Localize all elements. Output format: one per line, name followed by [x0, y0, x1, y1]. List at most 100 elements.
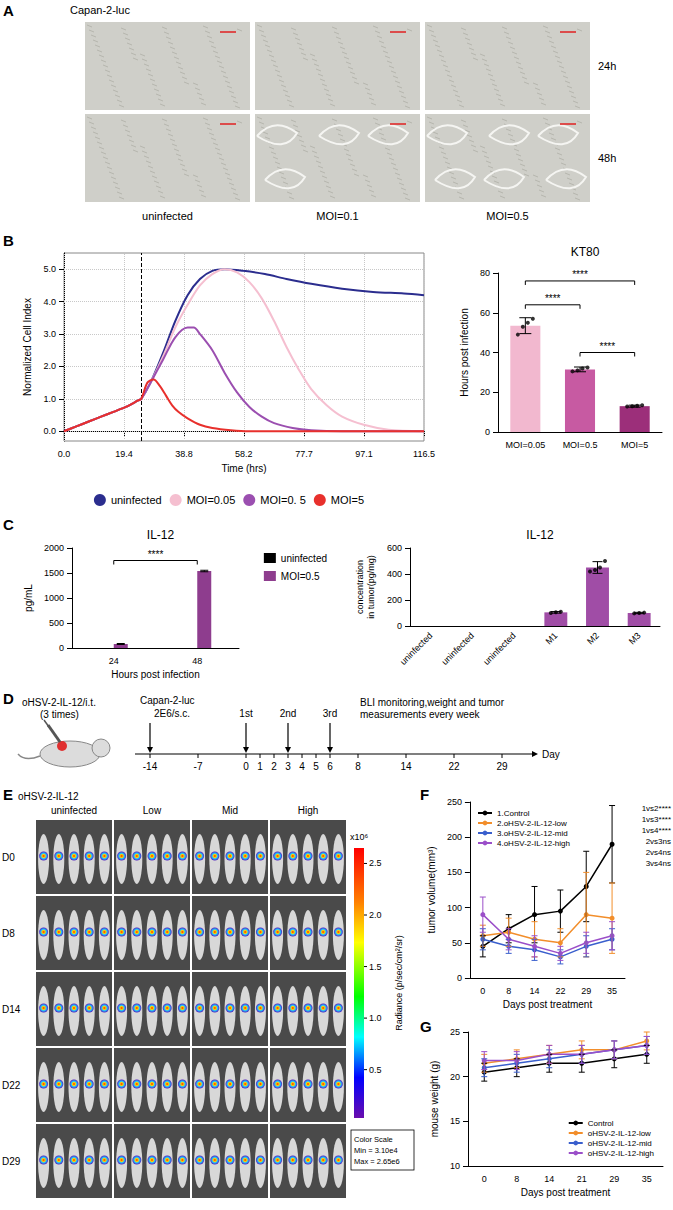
svg-text:2vs4ns: 2vs4ns: [646, 848, 671, 857]
svg-text:Color Scale: Color Scale: [354, 1135, 393, 1144]
svg-text:Hours post infection: Hours post infection: [111, 669, 199, 680]
svg-text:20: 20: [450, 1072, 460, 1082]
svg-text:19.4: 19.4: [115, 449, 133, 459]
svg-text:10: 10: [450, 1161, 460, 1171]
svg-text:4.0: 4.0: [43, 297, 56, 307]
svg-text:1st: 1st: [239, 708, 253, 719]
svg-text:500: 500: [49, 618, 64, 628]
svg-text:60: 60: [480, 308, 490, 318]
svg-text:MOI=0.1: MOI=0.1: [316, 210, 359, 222]
svg-text:uninfected: uninfected: [51, 805, 97, 816]
svg-text:29: 29: [581, 986, 591, 996]
svg-text:5: 5: [313, 761, 319, 772]
svg-text:29: 29: [609, 1174, 619, 1184]
svg-text:3.0: 3.0: [43, 329, 56, 339]
svg-text:pg/mL: pg/mL: [23, 584, 34, 612]
svg-text:29: 29: [496, 761, 508, 772]
svg-text:MOI=0.05: MOI=0.05: [187, 494, 236, 506]
svg-text:uninfected: uninfected: [440, 630, 476, 666]
svg-text:250: 250: [447, 797, 462, 807]
svg-text:D0: D0: [2, 852, 15, 863]
svg-text:measurements every week: measurements every week: [360, 709, 480, 720]
svg-text:tumor volume(mm³): tumor volume(mm³): [426, 846, 437, 933]
svg-text:0.5: 0.5: [369, 1065, 382, 1075]
svg-text:14: 14: [530, 986, 540, 996]
svg-text:2.oHSV-2-IL-12-low: 2.oHSV-2-IL-12-low: [497, 819, 567, 828]
svg-text:Low: Low: [143, 805, 162, 816]
svg-text:1: 1: [257, 761, 263, 772]
svg-text:0: 0: [457, 973, 462, 983]
svg-text:200: 200: [447, 832, 462, 842]
svg-text:14: 14: [544, 1174, 554, 1184]
svg-text:77.7: 77.7: [295, 449, 313, 459]
svg-text:MOI=0.5: MOI=0.5: [563, 440, 598, 450]
svg-text:8: 8: [514, 1174, 519, 1184]
svg-text:****: ****: [572, 269, 588, 280]
svg-text:0: 0: [397, 621, 402, 631]
svg-text:0: 0: [243, 761, 249, 772]
svg-text:1000: 1000: [44, 593, 64, 603]
svg-text:BLI monitoring,weight and tumo: BLI monitoring,weight and tumor: [360, 697, 505, 708]
svg-text:Hours post infection: Hours post infection: [459, 308, 470, 396]
svg-text:****: ****: [545, 293, 561, 304]
svg-text:4: 4: [299, 761, 305, 772]
svg-text:150: 150: [447, 867, 462, 877]
svg-text:Time (hrs): Time (hrs): [221, 463, 266, 474]
svg-text:48h: 48h: [598, 152, 616, 164]
svg-text:3vs4ns: 3vs4ns: [646, 859, 671, 868]
svg-text:MOI=0. 5: MOI=0. 5: [260, 494, 306, 506]
svg-text:21: 21: [577, 1174, 587, 1184]
svg-text:100: 100: [447, 903, 462, 913]
svg-text:oHSV-2-IL-12-low: oHSV-2-IL-12-low: [588, 1129, 651, 1138]
svg-text:1500: 1500: [44, 568, 64, 578]
svg-text:1.0: 1.0: [369, 1013, 382, 1023]
svg-text:1vs4****: 1vs4****: [642, 826, 671, 835]
svg-text:1.5: 1.5: [369, 962, 382, 972]
svg-text:14: 14: [400, 761, 412, 772]
svg-text:0.0: 0.0: [58, 449, 71, 459]
svg-text:22: 22: [555, 986, 565, 996]
svg-text:24h: 24h: [598, 60, 616, 72]
svg-text:MOI=0.5: MOI=0.5: [281, 571, 320, 582]
svg-text:0.0: 0.0: [43, 426, 56, 436]
svg-text:35: 35: [607, 986, 617, 996]
svg-text:22: 22: [448, 761, 460, 772]
svg-text:MOI=0.05: MOI=0.05: [505, 440, 545, 450]
svg-text:High: High: [298, 805, 319, 816]
svg-text:uninfected: uninfected: [111, 494, 162, 506]
svg-text:Control: Control: [588, 1119, 614, 1128]
svg-text:oHSV-2-IL-12-high: oHSV-2-IL-12-high: [588, 1149, 654, 1158]
svg-text:0: 0: [485, 427, 490, 437]
svg-text:1vs3****: 1vs3****: [642, 815, 671, 824]
svg-text:0: 0: [59, 643, 64, 653]
svg-text:0: 0: [480, 986, 485, 996]
svg-text:600: 600: [387, 543, 402, 553]
svg-text:5.0: 5.0: [43, 264, 56, 274]
svg-text:50: 50: [452, 938, 462, 948]
svg-text:Day: Day: [542, 749, 560, 760]
svg-text:15: 15: [450, 1116, 460, 1126]
svg-text:uninfected: uninfected: [398, 630, 434, 666]
svg-text:200: 200: [387, 595, 402, 605]
svg-text:D22: D22: [2, 1080, 21, 1091]
svg-text:Min = 3.10e4: Min = 3.10e4: [354, 1146, 398, 1155]
svg-text:2.0: 2.0: [43, 361, 56, 371]
svg-text:oHSV-2-IL-12/i.t.: oHSV-2-IL-12/i.t.: [22, 697, 96, 708]
svg-text:D29: D29: [2, 1156, 21, 1167]
svg-text:35: 35: [642, 1174, 652, 1184]
svg-text:mouse weight (g): mouse weight (g): [429, 1061, 440, 1138]
svg-text:2vs3ns: 2vs3ns: [646, 837, 671, 846]
svg-text:2E6/s.c.: 2E6/s.c.: [154, 708, 190, 719]
svg-text:0: 0: [482, 1174, 487, 1184]
svg-text:4.oHSV-2-IL-12-high: 4.oHSV-2-IL-12-high: [497, 839, 570, 848]
svg-text:oHSV-2-IL-12-mid: oHSV-2-IL-12-mid: [588, 1139, 652, 1148]
svg-text:Radiance (p/sec/cm²/sr): Radiance (p/sec/cm²/sr): [394, 935, 404, 1031]
svg-text:x10⁶: x10⁶: [350, 832, 369, 842]
svg-text:KT80: KT80: [571, 245, 600, 259]
svg-text:uninfected: uninfected: [481, 630, 517, 666]
svg-text:Capan-2-luc: Capan-2-luc: [70, 4, 130, 16]
svg-text:in tumor(pg/mg): in tumor(pg/mg): [366, 555, 376, 619]
svg-text:24: 24: [109, 656, 119, 666]
svg-text:-7: -7: [194, 761, 203, 772]
svg-text:48: 48: [192, 656, 202, 666]
